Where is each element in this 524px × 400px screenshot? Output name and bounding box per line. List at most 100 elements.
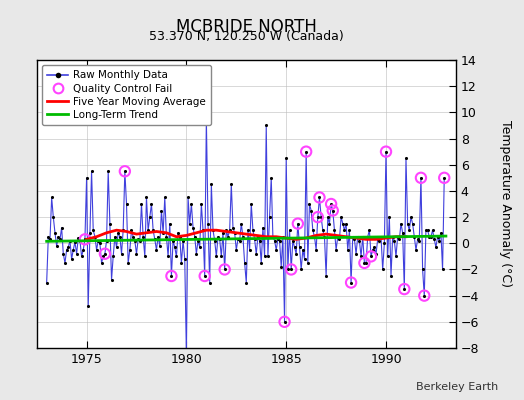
Point: [358, 234, 367, 240]
Point: [340, 227, 348, 233]
Point: [134, 236, 143, 242]
Point: [378, 266, 387, 273]
Point: [86, 230, 94, 236]
Point: [440, 175, 449, 181]
Point: [146, 214, 154, 220]
Point: [244, 227, 252, 233]
Point: [247, 201, 256, 207]
Point: [96, 240, 104, 246]
Point: [302, 148, 310, 155]
Point: [197, 201, 205, 207]
Point: [237, 220, 245, 227]
Point: [289, 238, 297, 244]
Point: [267, 175, 276, 181]
Point: [58, 224, 66, 231]
Point: [334, 234, 342, 240]
Point: [229, 224, 237, 231]
Point: [344, 247, 352, 253]
Point: [121, 168, 129, 174]
Point: [392, 253, 400, 260]
Point: [395, 236, 403, 242]
Point: [92, 247, 101, 253]
Point: [79, 247, 88, 253]
Point: [357, 253, 365, 260]
Point: [48, 194, 56, 201]
Point: [187, 201, 195, 207]
Point: [215, 236, 224, 242]
Point: [355, 238, 364, 244]
Point: [439, 266, 447, 273]
Point: [81, 236, 89, 242]
Point: [280, 319, 289, 325]
Point: [242, 279, 250, 286]
Point: [69, 247, 78, 253]
Point: [300, 256, 309, 262]
Point: [436, 230, 445, 236]
Point: [99, 253, 107, 260]
Point: [418, 266, 427, 273]
Point: [262, 122, 270, 129]
Point: [435, 238, 443, 244]
Point: [293, 220, 302, 227]
Point: [277, 264, 286, 270]
Point: [42, 279, 51, 286]
Point: [430, 236, 439, 242]
Point: [239, 234, 247, 240]
Point: [159, 230, 167, 236]
Point: [375, 238, 384, 244]
Point: [205, 279, 214, 286]
Point: [107, 277, 116, 283]
Point: [231, 230, 239, 236]
Point: [119, 227, 127, 233]
Point: [420, 292, 429, 299]
Y-axis label: Temperature Anomaly (°C): Temperature Anomaly (°C): [499, 120, 511, 288]
Point: [174, 230, 182, 236]
Point: [394, 234, 402, 240]
Point: [54, 234, 62, 240]
Point: [390, 238, 399, 244]
Point: [254, 234, 262, 240]
Point: [367, 253, 375, 260]
Point: [122, 201, 130, 207]
Point: [313, 214, 322, 220]
Point: [372, 250, 380, 257]
Point: [194, 238, 202, 244]
Point: [279, 234, 287, 240]
Point: [352, 250, 361, 257]
Point: [101, 250, 109, 257]
Point: [276, 238, 284, 244]
Point: [102, 238, 111, 244]
Point: [265, 214, 274, 220]
Point: [329, 207, 337, 214]
Point: [157, 207, 166, 214]
Point: [156, 243, 164, 249]
Point: [49, 214, 58, 220]
Point: [84, 303, 92, 309]
Point: [407, 214, 415, 220]
Point: [427, 234, 435, 240]
Point: [129, 234, 137, 240]
Point: [202, 116, 211, 122]
Point: [66, 238, 74, 244]
Point: [270, 238, 279, 244]
Point: [74, 235, 82, 241]
Point: [61, 260, 69, 266]
Point: [214, 234, 222, 240]
Point: [59, 250, 68, 257]
Point: [81, 236, 89, 242]
Point: [387, 273, 395, 279]
Point: [97, 260, 106, 266]
Point: [171, 244, 179, 250]
Point: [287, 266, 296, 273]
Point: [91, 234, 99, 240]
Point: [46, 236, 54, 242]
Point: [140, 253, 149, 260]
Point: [68, 256, 76, 262]
Point: [322, 273, 330, 279]
Point: [147, 201, 156, 207]
Point: [415, 238, 423, 244]
Point: [330, 227, 339, 233]
Point: [72, 250, 81, 257]
Point: [126, 247, 134, 253]
Point: [62, 247, 71, 253]
